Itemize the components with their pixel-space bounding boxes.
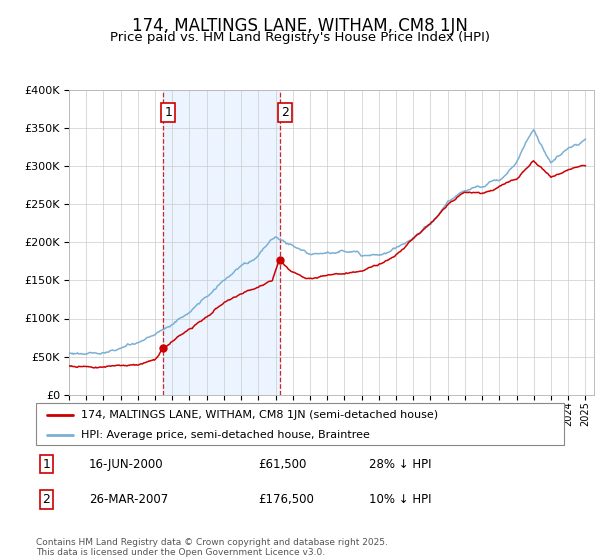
- Text: 2: 2: [281, 106, 289, 119]
- Text: 174, MALTINGS LANE, WITHAM, CM8 1JN: 174, MALTINGS LANE, WITHAM, CM8 1JN: [132, 17, 468, 35]
- Text: £61,500: £61,500: [258, 458, 306, 470]
- Text: Contains HM Land Registry data © Crown copyright and database right 2025.
This d: Contains HM Land Registry data © Crown c…: [36, 538, 388, 557]
- Text: 28% ↓ HPI: 28% ↓ HPI: [368, 458, 431, 470]
- Text: 174, MALTINGS LANE, WITHAM, CM8 1JN (semi-detached house): 174, MALTINGS LANE, WITHAM, CM8 1JN (sem…: [81, 410, 438, 421]
- Text: 10% ↓ HPI: 10% ↓ HPI: [368, 493, 431, 506]
- Text: Price paid vs. HM Land Registry's House Price Index (HPI): Price paid vs. HM Land Registry's House …: [110, 31, 490, 44]
- Text: 26-MAR-2007: 26-MAR-2007: [89, 493, 168, 506]
- Text: 16-JUN-2000: 16-JUN-2000: [89, 458, 163, 470]
- Text: 1: 1: [43, 458, 50, 470]
- Text: £176,500: £176,500: [258, 493, 314, 506]
- FancyBboxPatch shape: [36, 403, 564, 445]
- Text: 1: 1: [164, 106, 172, 119]
- Text: 2: 2: [43, 493, 50, 506]
- Bar: [163, 90, 280, 395]
- Text: HPI: Average price, semi-detached house, Braintree: HPI: Average price, semi-detached house,…: [81, 430, 370, 440]
